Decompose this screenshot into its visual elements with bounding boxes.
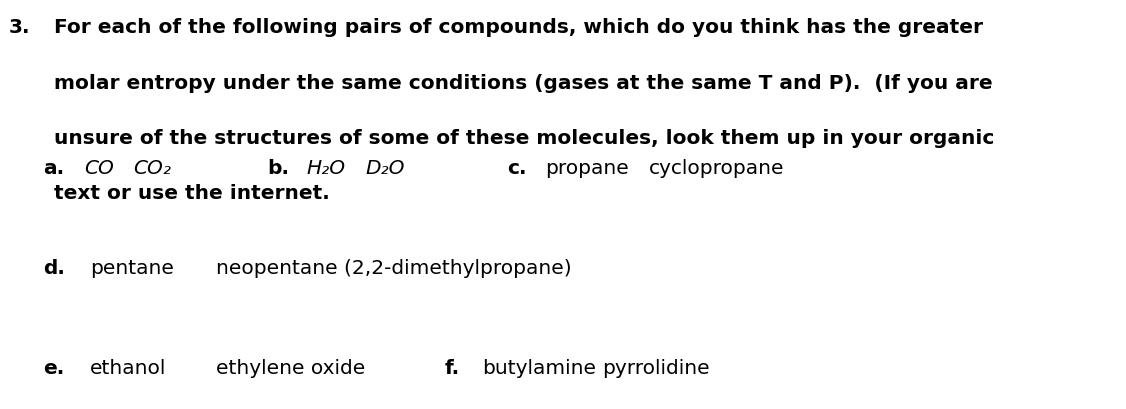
- Text: molar entropy under the same conditions (gases at the same T and P).  (If you ar: molar entropy under the same conditions …: [54, 74, 993, 92]
- Text: CO: CO: [84, 159, 115, 178]
- Text: H₂O: H₂O: [306, 159, 346, 178]
- Text: d.: d.: [43, 259, 64, 278]
- Text: a.: a.: [43, 159, 64, 178]
- Text: neopentane (2,2-dimethylpropane): neopentane (2,2-dimethylpropane): [216, 259, 572, 278]
- Text: CO₂: CO₂: [133, 159, 171, 178]
- Text: e.: e.: [43, 359, 64, 378]
- Text: propane: propane: [545, 159, 628, 178]
- Text: b.: b.: [267, 159, 289, 178]
- Text: c.: c.: [507, 159, 526, 178]
- Text: text or use the internet.: text or use the internet.: [54, 184, 330, 203]
- Text: pentane: pentane: [90, 259, 173, 278]
- Text: For each of the following pairs of compounds, which do you think has the greater: For each of the following pairs of compo…: [54, 18, 983, 37]
- Text: ethylene oxide: ethylene oxide: [216, 359, 366, 378]
- Text: unsure of the structures of some of these molecules, look them up in your organi: unsure of the structures of some of thes…: [54, 129, 994, 148]
- Text: D₂O: D₂O: [366, 159, 405, 178]
- Text: 3.: 3.: [9, 18, 30, 37]
- Text: cyclopropane: cyclopropane: [649, 159, 784, 178]
- Text: ethanol: ethanol: [90, 359, 167, 378]
- Text: f.: f.: [445, 359, 459, 378]
- Text: butylamine: butylamine: [482, 359, 596, 378]
- Text: pyrrolidine: pyrrolidine: [602, 359, 711, 378]
